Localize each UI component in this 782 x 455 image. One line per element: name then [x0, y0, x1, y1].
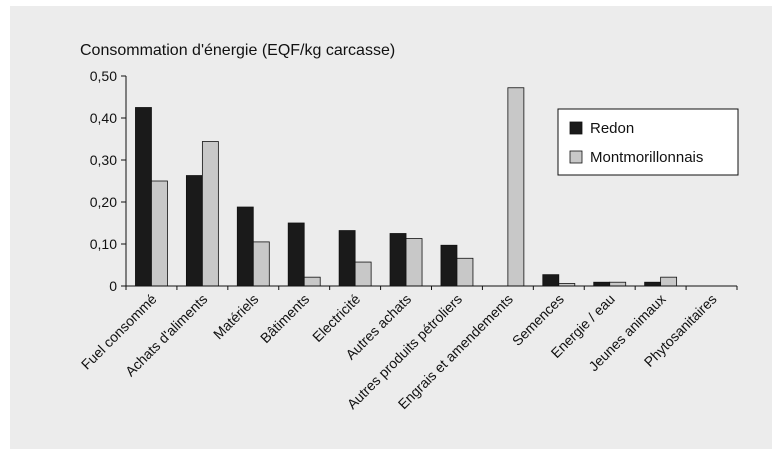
chart: Consommation d'énergie (EQF/kg carcasse)… — [78, 42, 739, 413]
chart-panel: Consommation d'énergie (EQF/kg carcasse)… — [10, 6, 772, 449]
y-tick-label: 0,40 — [90, 110, 117, 126]
legend-swatch — [569, 121, 583, 135]
x-tick-label: Matériels — [210, 291, 261, 342]
bar-redon — [644, 281, 662, 287]
bar-montmorillonnais — [660, 276, 678, 287]
chart-title: Consommation d'énergie (EQF/kg carcasse) — [80, 42, 395, 59]
y-tick-label: 0,30 — [90, 152, 117, 168]
bar-redon — [135, 107, 152, 287]
bar-montmorillonnais — [609, 281, 627, 287]
bar-redon — [440, 244, 458, 287]
y-axis: 0 0,10 0,20 0,30 0,40 0,50 — [90, 68, 127, 294]
bar-redon — [287, 222, 305, 287]
bar-montmorillonnais — [456, 257, 474, 287]
bar-montmorillonnais — [405, 238, 423, 287]
y-tick-label: 0,50 — [90, 68, 117, 84]
bar-montmorillonnais — [201, 141, 219, 287]
x-tick-label: Bâtiments — [257, 291, 312, 346]
legend-swatch — [569, 150, 583, 164]
legend-label: Montmorillonnais — [590, 149, 703, 166]
legend-label: Redon — [590, 120, 634, 137]
bar-montmorillonnais — [252, 241, 270, 287]
bar-montmorillonnais — [507, 87, 525, 287]
legend-box — [557, 108, 739, 176]
bars-group — [135, 87, 678, 287]
x-tick-label: Electricité — [309, 291, 363, 345]
bar-redon — [338, 230, 356, 287]
bar-montmorillonnais — [303, 276, 321, 287]
bar-redon — [389, 233, 407, 287]
bar-montmorillonnais — [354, 261, 372, 287]
y-tick-label: 0,10 — [90, 236, 117, 252]
bar-redon — [593, 281, 611, 287]
legend: Redon Montmorillonnais — [557, 108, 739, 176]
y-tick-label: 0,20 — [90, 194, 117, 210]
x-axis — [125, 285, 738, 290]
bar-redon — [542, 274, 560, 287]
bar-redon — [185, 175, 203, 287]
y-tick-label: 0 — [109, 278, 117, 294]
bar-montmorillonnais — [151, 180, 168, 287]
bar-redon — [236, 206, 254, 287]
